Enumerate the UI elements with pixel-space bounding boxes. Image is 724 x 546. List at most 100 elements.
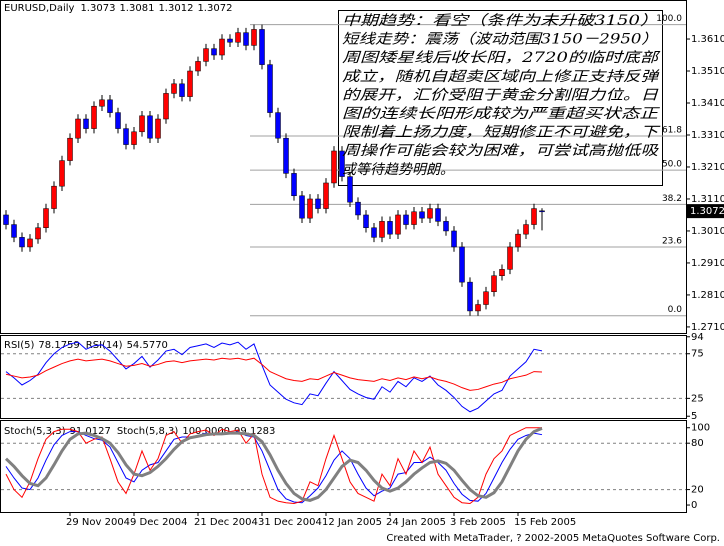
y-tick-label: 1.2910 bbox=[691, 258, 724, 269]
y-tick-label: 1.2810 bbox=[691, 290, 724, 301]
candle-body bbox=[419, 211, 425, 219]
candle-body bbox=[283, 137, 289, 174]
fib-label: 50.0 bbox=[662, 160, 682, 170]
candle-body bbox=[459, 246, 465, 283]
candle-body bbox=[59, 160, 65, 187]
y-tick-label: 1.3510 bbox=[691, 66, 724, 77]
annotation-line: 图的连续长阳形成较为严重超买状态正 bbox=[342, 106, 661, 122]
y-tick-label: 1.3310 bbox=[691, 130, 724, 141]
candle-body bbox=[403, 214, 409, 225]
y-tick-label: 1.3210 bbox=[691, 162, 724, 173]
candle-body bbox=[443, 221, 449, 232]
candle-body bbox=[115, 112, 121, 129]
x-tick-label: 21 Dec 2004 bbox=[194, 517, 258, 528]
fib-label: 0.0 bbox=[668, 305, 683, 315]
legend-entry: Stoch(5,3,3) bbox=[4, 426, 66, 437]
annotation-line: 限制着上扬力度，短期修正不可避免，下 bbox=[342, 125, 661, 141]
y-tick-label: 75 bbox=[691, 349, 704, 360]
series-line bbox=[5, 341, 543, 413]
candle-body bbox=[411, 211, 417, 225]
legend-entry: Stoch(5,8,3) bbox=[117, 426, 179, 437]
candle-body bbox=[195, 61, 201, 72]
candle-body bbox=[107, 99, 113, 113]
rsi-panel bbox=[0, 335, 687, 419]
candle-body bbox=[339, 150, 345, 177]
fib-label: 61.8 bbox=[662, 125, 682, 135]
legend-value: 78.1759 bbox=[38, 340, 79, 351]
series-line bbox=[4, 427, 543, 502]
stoch-panel bbox=[0, 420, 687, 513]
fib-label: 38.2 bbox=[662, 194, 682, 204]
candle-body bbox=[275, 112, 281, 139]
candle-body bbox=[147, 115, 153, 139]
candle-body bbox=[27, 238, 33, 248]
candle-body bbox=[171, 83, 177, 94]
candle-body bbox=[291, 173, 297, 197]
header-low: 1.3012 bbox=[158, 3, 193, 14]
candle-body bbox=[395, 214, 401, 235]
candle-body bbox=[379, 221, 385, 238]
y-tick-label: 94 bbox=[691, 332, 704, 343]
candle-body bbox=[123, 128, 129, 145]
chart-title: EURUSD,Daily bbox=[4, 3, 75, 14]
x-tick-label: 3 Feb 2005 bbox=[450, 517, 506, 528]
header-close: 1.3072 bbox=[197, 3, 232, 14]
annotation-box bbox=[338, 10, 663, 186]
candle-body bbox=[523, 224, 529, 235]
x-tick-label: 31 Dec 2004 bbox=[258, 517, 322, 528]
candle-body bbox=[83, 118, 89, 129]
chart-header: EURUSD,Daily 1.3073 1.3081 1.3012 1.3072 bbox=[4, 3, 232, 14]
y-tick-label: 25 bbox=[691, 393, 704, 404]
legend-value: 54.5770 bbox=[127, 340, 168, 351]
candle-body bbox=[75, 118, 81, 139]
candle-body bbox=[299, 195, 305, 219]
y-tick-label: 1.3110 bbox=[691, 194, 724, 205]
candle-body bbox=[19, 237, 25, 248]
candle-body bbox=[475, 304, 481, 312]
candle-body bbox=[163, 93, 169, 120]
annotation-line: 的展开，汇价受阻于黄金分割阻力位。日 bbox=[342, 87, 659, 103]
candle-body bbox=[387, 221, 393, 235]
price-marker bbox=[687, 204, 724, 219]
annotation-line: 周图矮星线后收长阳，2720的临时底部 bbox=[342, 50, 661, 66]
annotation-line: 周操作可能会较为困难，可尝试高抛低吸 bbox=[342, 143, 659, 159]
footer: Created with MetaTrader, ? 2002-2005 Met… bbox=[386, 533, 720, 544]
candle-body bbox=[427, 208, 433, 219]
candle-body bbox=[51, 185, 57, 209]
rsi-header: RSI(5) 78.1759 RSI(14) 54.5770 bbox=[4, 340, 168, 351]
y-tick-label: 0 bbox=[691, 500, 697, 511]
candle-body bbox=[227, 38, 233, 43]
candle-body bbox=[179, 83, 185, 97]
y-tick-label: 1.3010 bbox=[691, 226, 724, 237]
candle-body bbox=[267, 64, 273, 113]
candle-body bbox=[35, 227, 41, 240]
annotation-line: 成立，随机自超卖区域向上修正支持反弹 bbox=[342, 69, 661, 85]
candle-body bbox=[243, 32, 249, 46]
candle-body bbox=[139, 115, 145, 133]
stoch-header: Stoch(5,3,3) 91.0127 Stoch(5,8,3) 100.0000 9… bbox=[4, 426, 275, 437]
candle-body bbox=[11, 224, 17, 238]
candle-body bbox=[67, 137, 73, 161]
candle-body bbox=[483, 291, 489, 305]
candle-body bbox=[323, 182, 329, 209]
candle-body bbox=[515, 233, 521, 248]
candle-body bbox=[43, 208, 49, 229]
candle-body bbox=[539, 210, 545, 213]
annotation-line: 中期趋势：看空（条件为未升破3150） bbox=[342, 13, 658, 29]
x-tick-label: 15 Feb 2005 bbox=[514, 517, 576, 528]
x-tick-label: 9 Dec 2004 bbox=[130, 517, 188, 528]
y-tick-label: 1.3610 bbox=[691, 34, 724, 45]
header-high: 1.3081 bbox=[119, 3, 154, 14]
header-open: 1.3073 bbox=[80, 3, 115, 14]
candle-body bbox=[251, 29, 257, 46]
fib-label: 100.0 bbox=[656, 14, 682, 24]
candle-body bbox=[91, 105, 97, 129]
x-tick-label: 29 Nov 2004 bbox=[66, 517, 130, 528]
candle-body bbox=[203, 48, 209, 62]
candle-body bbox=[363, 214, 369, 229]
candle-body bbox=[307, 198, 313, 219]
candle-body bbox=[499, 269, 505, 276]
candle-body bbox=[99, 99, 105, 107]
